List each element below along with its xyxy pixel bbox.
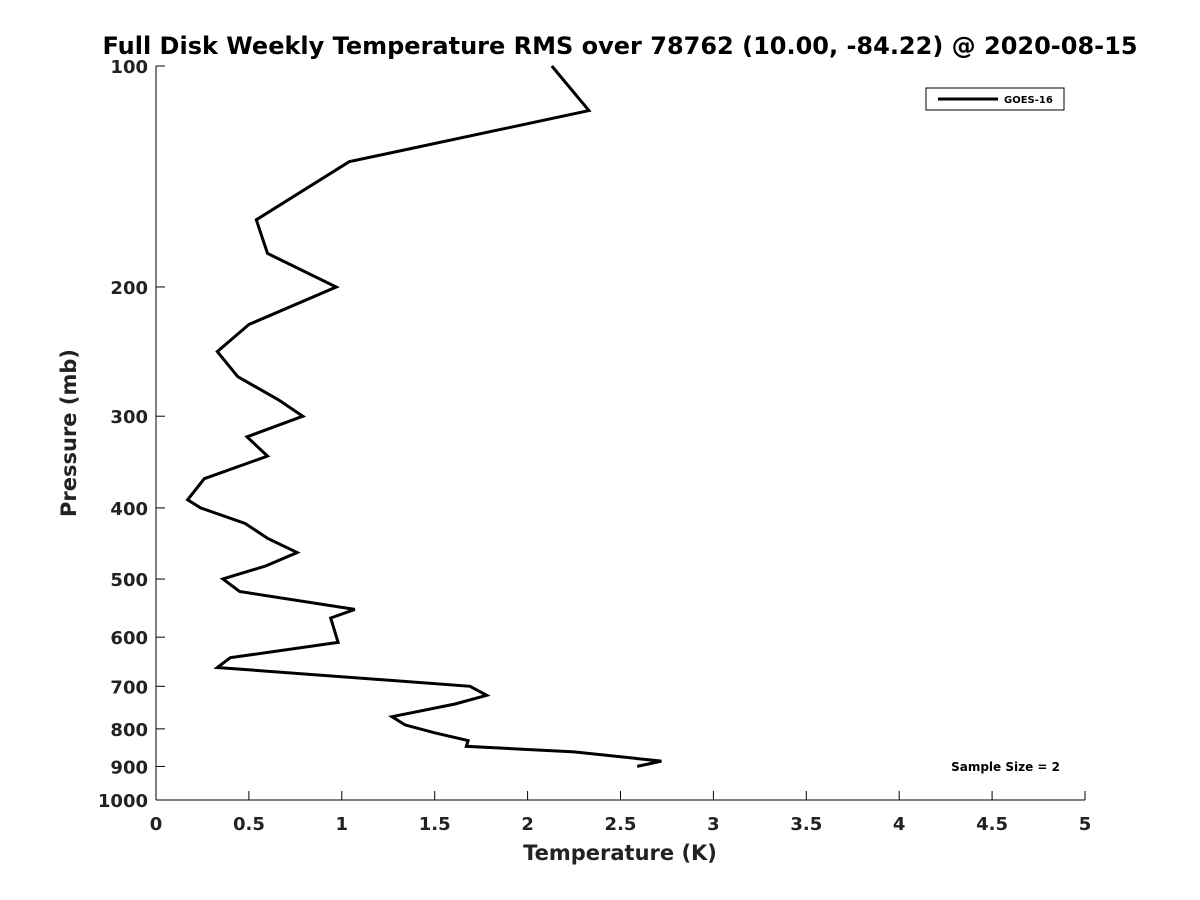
x-tick-label: 2 (521, 814, 534, 835)
x-tick-label: 3 (707, 814, 720, 835)
legend: GOES-16 (925, 87, 1065, 111)
plot-area (155, 66, 1085, 801)
y-tick-label: 700 (110, 677, 148, 698)
y-axis-label: Pressure (mb) (57, 349, 81, 517)
y-tick-label: 200 (110, 278, 148, 299)
y-tick-label: 300 (110, 407, 148, 428)
x-axis-label: Temperature (K) (523, 841, 717, 865)
y-tick-label: 600 (110, 628, 148, 649)
y-tick-label: 400 (110, 499, 148, 520)
x-axis-ticks: 0 0.5 1 1.5 2 2.5 3 3.5 4 4.5 5 (150, 791, 1092, 835)
y-axis-ticks: 100 200 300 400 500 600 700 800 900 1000 (98, 57, 165, 812)
series-layer (185, 65, 662, 768)
x-tick-label: 1.5 (419, 814, 451, 835)
x-tick-label: 4 (893, 814, 906, 835)
y-tick-label: 100 (110, 57, 148, 78)
chart-title: Full Disk Weekly Temperature RMS over 78… (102, 32, 1137, 60)
x-tick-label: 0 (150, 814, 163, 835)
y-tick-label: 800 (110, 720, 148, 741)
x-tick-label: 2.5 (605, 814, 637, 835)
x-tick-label: 3.5 (790, 814, 822, 835)
y-tick-label: 1000 (98, 791, 148, 812)
x-tick-label: 5 (1079, 814, 1092, 835)
x-tick-label: 0.5 (233, 814, 265, 835)
y-tick-label: 500 (110, 570, 148, 591)
x-tick-label: 4.5 (976, 814, 1008, 835)
legend-entry-label: GOES-16 (1004, 95, 1053, 106)
series-line-goes-16 (185, 65, 662, 768)
sample-size-annotation: Sample Size = 2 (951, 760, 1060, 774)
y-tick-label: 900 (110, 757, 148, 778)
x-tick-label: 1 (336, 814, 349, 835)
